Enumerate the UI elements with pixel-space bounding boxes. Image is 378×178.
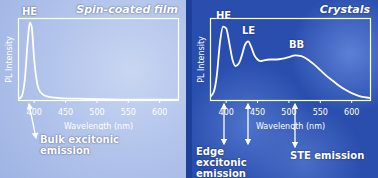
- svg-text:450: 450: [58, 108, 73, 117]
- svg-text:500: 500: [89, 108, 104, 117]
- svg-text:Wavelength (nm): Wavelength (nm): [256, 122, 325, 131]
- svg-text:600: 600: [152, 108, 167, 117]
- html-text:LE: LE: [242, 25, 256, 36]
- svg-text:PL Intensity: PL Intensity: [5, 36, 14, 83]
- svg-text:Wavelength (nm): Wavelength (nm): [64, 122, 133, 131]
- svg-text:550: 550: [313, 108, 328, 117]
- svg-text:600: 600: [344, 108, 359, 117]
- svg-text:PL Intensity: PL Intensity: [197, 36, 206, 83]
- html-text:Bulk excitonic emission: Bulk excitonic emission: [40, 134, 119, 156]
- html-text:HE: HE: [22, 6, 38, 17]
- html-text:Crystals: Crystals: [319, 3, 370, 16]
- svg-text:500: 500: [281, 108, 296, 117]
- html-text:BB: BB: [289, 39, 305, 50]
- svg-text:450: 450: [250, 108, 265, 117]
- html-text:HE: HE: [216, 10, 232, 21]
- html-text:STE emission: STE emission: [290, 150, 365, 161]
- svg-text:550: 550: [121, 108, 136, 117]
- html-text:Edge excitonic emission: Edge excitonic emission: [196, 146, 247, 178]
- svg-text:400: 400: [27, 108, 42, 117]
- html-text:Spin-coated film: Spin-coated film: [76, 3, 178, 16]
- svg-text:400: 400: [219, 108, 234, 117]
